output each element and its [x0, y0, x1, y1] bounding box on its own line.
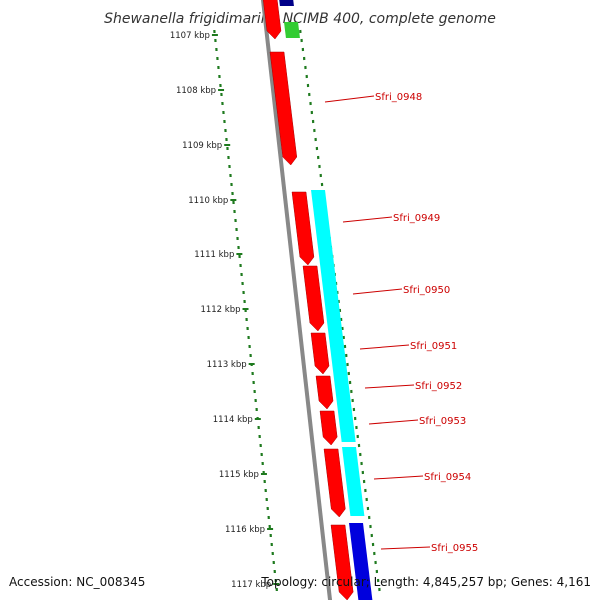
label-leader-line: [324, 95, 375, 103]
kbp-tick-label: 1107 kbp: [170, 31, 210, 41]
label-leader-line: [373, 475, 424, 480]
kbp-tick-label: 1108 kbp: [176, 86, 216, 96]
label-leader-line: [364, 384, 415, 389]
gene-label: Sfri_0949: [393, 213, 440, 224]
cds-arrow: [315, 375, 334, 410]
tick-dots-left: [213, 29, 278, 592]
kbp-tick-label: 1109 kbp: [182, 141, 222, 151]
kbp-tick-label: 1115 kbp: [219, 470, 259, 480]
cds-arrow: [310, 332, 330, 375]
gene-label: Sfri_0952: [415, 381, 462, 392]
feature-block: [311, 190, 356, 442]
label-leader-line: [352, 288, 403, 295]
kbp-ticks: 1107 kbp 1108 kbp 1109 kbp 1110 kbp 1111 kbp…: [170, 31, 280, 590]
gene-label: Sfri_0951: [410, 341, 457, 352]
feature-block: [284, 22, 300, 38]
kbp-tick-label: 1112 kbp: [200, 305, 240, 315]
cds-arrow: [291, 191, 315, 266]
kbp-tick-label: 1113 kbp: [207, 360, 247, 370]
cds-arrow: [269, 51, 298, 166]
kbp-tick-label: 1116 kbp: [225, 525, 265, 535]
label-leader-line: [368, 419, 419, 425]
gene-label: Sfri_0954: [424, 472, 471, 483]
accession-text: Accession: NC_008345: [9, 575, 145, 589]
cds-arrow: [319, 410, 338, 446]
kbp-tick-label: 1114 kbp: [213, 415, 253, 425]
label-leader-line: [380, 546, 431, 550]
label-leader-line: [359, 344, 410, 350]
label-leader-line: [342, 216, 393, 223]
feature-block: [279, 0, 294, 6]
cds-arrow: [302, 265, 325, 332]
kbp-tick-label: 1117 kbp: [231, 580, 271, 590]
backbone-line: [260, 0, 333, 600]
cds-arrow: [330, 524, 354, 600]
cds-arrow: [323, 448, 346, 518]
gene-label: Sfri_0948: [375, 92, 422, 103]
feature-track: [262, 0, 373, 600]
gene-label: Sfri_0955: [431, 543, 478, 554]
backbone-track: [260, 0, 333, 600]
kbp-tick-label: 1111 kbp: [194, 250, 234, 260]
map-title: Shewanella frigidimarina NCIMB 400, comp…: [104, 11, 496, 27]
gene-label: Sfri_0953: [419, 416, 466, 427]
gene-labels: Sfri_0948 Sfri_0949 Sfri_0950 Sfri_0951 Sfri…: [324, 92, 478, 554]
gene-label: Sfri_0950: [403, 285, 450, 296]
feature-block: [349, 523, 373, 600]
feature-block: [342, 447, 365, 516]
kbp-tick-label: 1110 kbp: [188, 196, 228, 206]
topology-summary: Topology: circular; Length: 4,845,257 bp…: [260, 575, 591, 589]
cds-arrow: [262, 0, 282, 40]
